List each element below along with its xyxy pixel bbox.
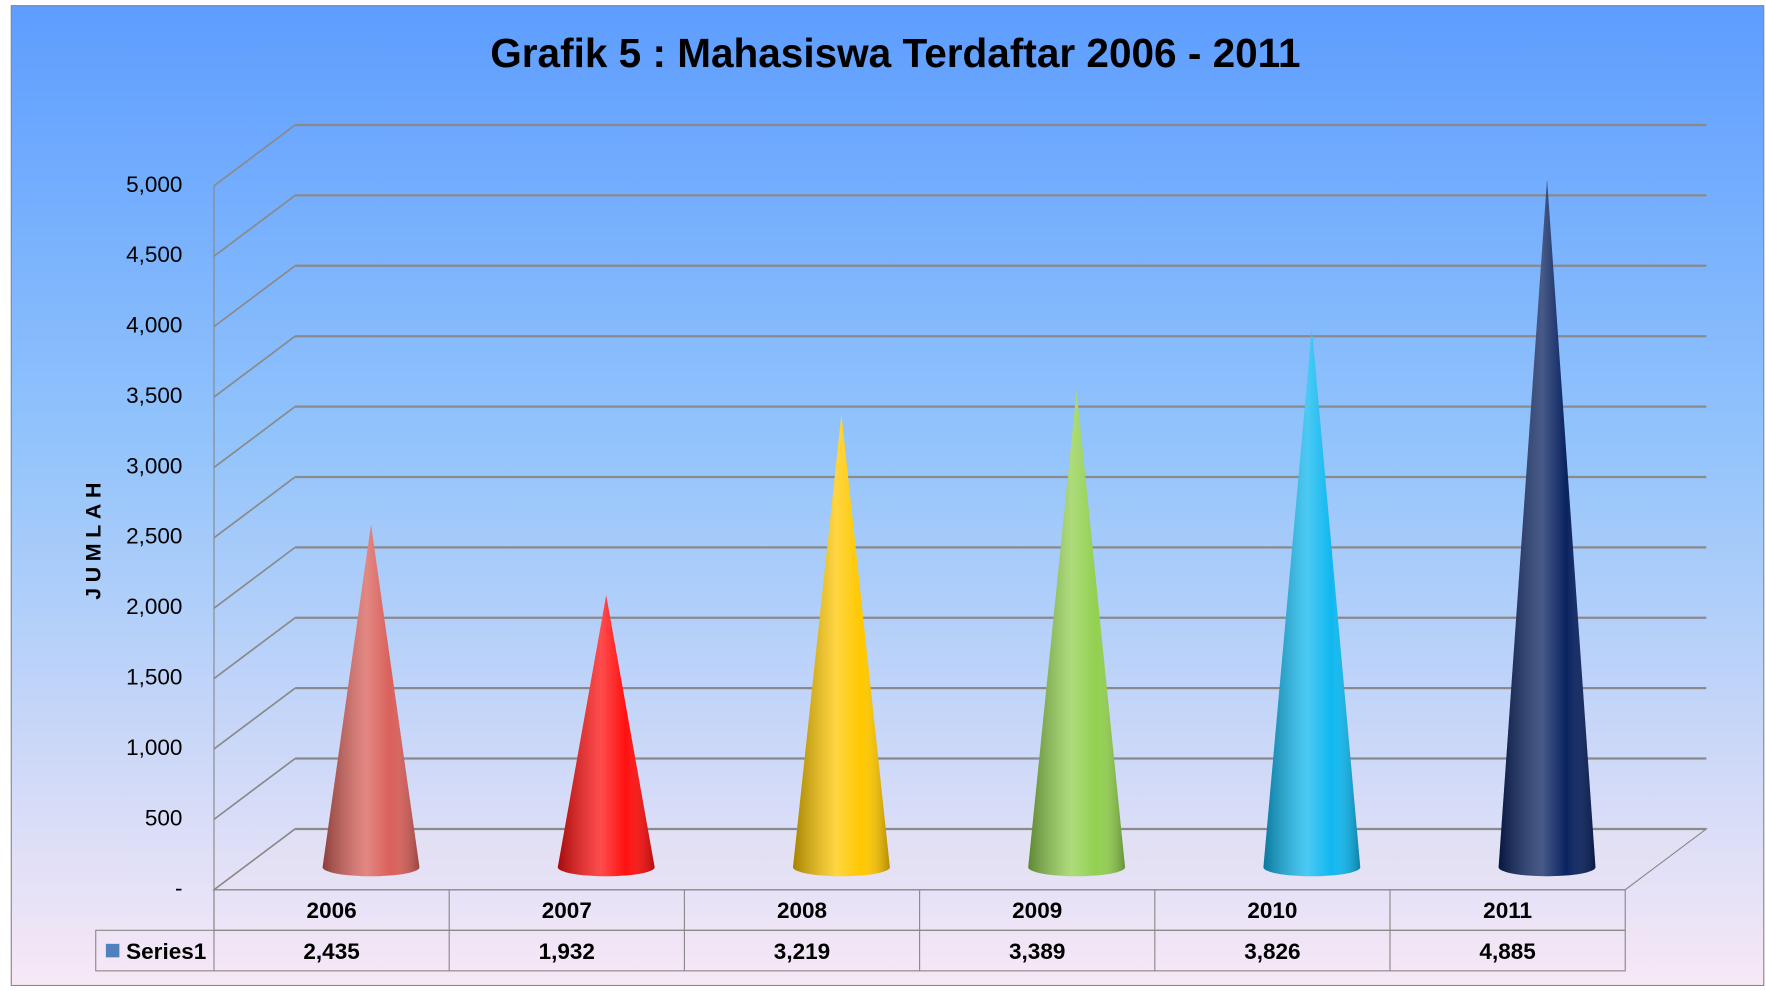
cone-shade [792, 414, 890, 877]
grid-line [213, 546, 296, 609]
legend-label: Series1 [126, 939, 206, 964]
data-label: 3,389 [1009, 939, 1065, 964]
cone [1028, 390, 1126, 877]
y-axis-label: JUMLAH [81, 477, 105, 600]
y-tick-label: - [175, 876, 183, 901]
cone [1263, 328, 1361, 877]
cone-shade [1498, 179, 1596, 877]
x-tick-label: 2006 [307, 898, 357, 923]
cone-shade [322, 524, 420, 877]
grid-line [213, 757, 296, 821]
y-tick-label: 1,500 [126, 665, 182, 690]
y-tick-label: 500 [145, 805, 183, 830]
data-label: 3,826 [1244, 939, 1300, 964]
grid-line [213, 194, 296, 257]
y-tick-label: 4,000 [126, 313, 182, 338]
grid-line [213, 335, 296, 398]
y-tick-label: 4,500 [126, 242, 182, 267]
data-label: 1,932 [539, 939, 595, 964]
data-label: 2,435 [303, 939, 359, 964]
y-tick-label: 3,500 [126, 383, 182, 408]
table-border [95, 929, 1626, 972]
x-tick-label: 2011 [1483, 898, 1532, 923]
cone [1498, 179, 1596, 877]
grid-line [213, 476, 296, 539]
y-tick-label: 5,000 [126, 172, 182, 197]
cone-shade [557, 595, 655, 877]
cone-shade [1263, 328, 1361, 877]
cone [557, 595, 655, 877]
x-tick-label: 2008 [777, 898, 827, 923]
grid-line [213, 617, 296, 680]
cone-shade [1028, 390, 1126, 877]
y-tick-label: 3,000 [126, 453, 182, 478]
cone [792, 414, 890, 877]
cone [322, 524, 420, 877]
x-tick-label: 2009 [1012, 898, 1062, 923]
x-tick-label: 2010 [1247, 898, 1297, 923]
data-label: 3,219 [774, 939, 830, 964]
grid-line [213, 687, 296, 750]
x-tick-label: 2007 [542, 898, 592, 923]
legend-marker [105, 943, 120, 958]
y-tick-label: 1,000 [126, 735, 182, 760]
y-tick-label: 2,500 [126, 524, 182, 549]
grid-line [213, 124, 296, 187]
chart-background [10, 5, 1765, 987]
y-tick-label: 2,000 [126, 594, 182, 619]
floor [212, 828, 1709, 891]
chart-title: Grafik 5 : Mahasiswa Terdaftar 2006 - 20… [490, 30, 1300, 76]
grid-line [213, 405, 296, 469]
chart-body: Grafik 5 : Mahasiswa Terdaftar 2006 - 20… [10, 5, 1765, 987]
data-label: 4,885 [1479, 939, 1535, 964]
grid-line [213, 265, 296, 328]
grid-line [213, 828, 296, 891]
